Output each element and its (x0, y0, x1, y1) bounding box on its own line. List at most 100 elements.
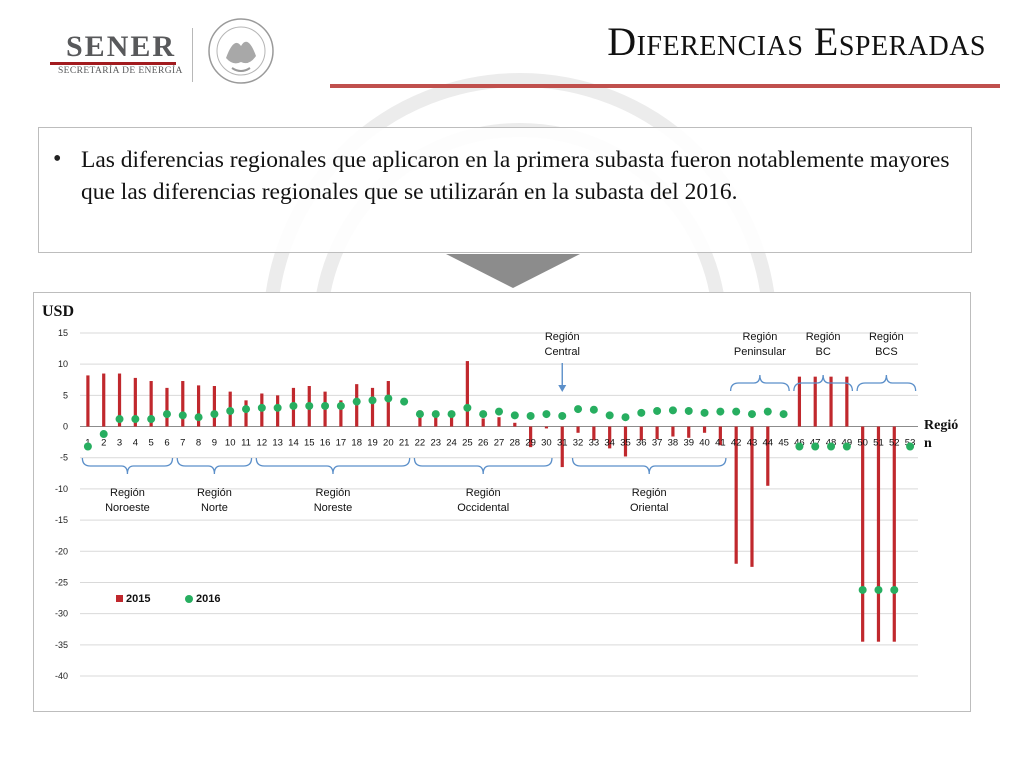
bar-2015 (861, 426, 865, 642)
point-2016 (700, 408, 709, 417)
point-2016 (589, 405, 598, 414)
point-2016 (890, 585, 899, 594)
bar-2015 (797, 376, 802, 427)
title-rule (330, 84, 1000, 88)
region-brace (856, 374, 917, 392)
x-tick-label: 12 (257, 438, 268, 449)
bullet-marker: • (53, 146, 62, 172)
point-2016 (99, 430, 108, 439)
bar-2015 (86, 375, 90, 427)
x-tick-label: 29 (525, 438, 536, 449)
x-axis-label: Región (924, 418, 959, 451)
x-tick-label: 7 (180, 438, 185, 449)
x-tick-label: 35 (620, 438, 631, 449)
bar-2015 (544, 426, 549, 429)
chevron-down-icon (446, 254, 580, 288)
region-label: Región (806, 331, 841, 343)
bar-2015 (766, 426, 770, 486)
point-2016 (479, 410, 488, 419)
y-tick-label: -35 (55, 640, 68, 650)
region-label: Occidental (457, 502, 509, 514)
bar-2015 (592, 426, 596, 441)
x-tick-label: 9 (212, 438, 217, 449)
point-2016 (495, 407, 503, 416)
page-title: Diferencias Esperadas (607, 19, 986, 64)
bar-2015 (892, 426, 896, 642)
bar-2015 (750, 426, 754, 567)
bar-2015 (687, 426, 691, 438)
point-2016 (147, 415, 156, 424)
bar-2015 (102, 373, 106, 427)
region-label: Región (632, 487, 667, 499)
x-tick-label: 34 (604, 438, 615, 449)
region-brace (793, 374, 854, 392)
x-tick-label: 22 (415, 438, 426, 449)
region-brace (81, 457, 174, 475)
x-tick-label: 16 (320, 438, 331, 449)
bar-2015 (576, 426, 580, 433)
region-label: Oriental (630, 502, 669, 514)
x-tick-label: 25 (462, 438, 473, 449)
logo-divider (192, 28, 193, 82)
x-tick-label: 4 (133, 438, 138, 449)
x-tick-label: 37 (652, 438, 663, 449)
point-2016 (463, 403, 472, 412)
point-2016 (668, 406, 677, 415)
point-2016 (194, 413, 203, 422)
x-tick-label: 20 (383, 438, 394, 449)
region-label: Central (545, 346, 580, 358)
bar-2015 (608, 426, 612, 449)
point-2016 (273, 403, 282, 412)
point-2016 (795, 442, 804, 451)
bar-2015 (623, 426, 628, 457)
chart-canvas: 151050-5-10-15-20-25-30-35-4012345678910… (55, 328, 918, 681)
region-label: BCS (875, 346, 898, 358)
bar-2015 (734, 426, 738, 564)
region-brace (176, 457, 253, 475)
point-2016 (874, 585, 883, 594)
x-tick-label: 23 (430, 438, 441, 449)
bar-2015 (149, 381, 153, 427)
region-label: Región (742, 331, 777, 343)
x-tick-label: 8 (196, 438, 201, 449)
point-2016 (257, 403, 266, 412)
logo-underline (50, 62, 176, 65)
region-label: Norte (201, 502, 228, 514)
region-brace (571, 457, 727, 475)
x-tick-label: 40 (699, 438, 710, 449)
sener-logo: SENER (66, 30, 177, 63)
point-2016 (842, 442, 851, 451)
bar-2015 (876, 426, 881, 642)
bar-2015 (465, 361, 469, 427)
bar-2015 (212, 386, 216, 427)
bar-2015 (845, 376, 849, 427)
y-tick-label: 0 (63, 422, 68, 432)
point-2016 (447, 410, 456, 419)
bullet-text: Las diferencias regionales que aplicaron… (81, 147, 950, 205)
x-tick-label: 26 (478, 438, 489, 449)
bar-2015 (513, 422, 517, 427)
y-tick-label: 15 (58, 328, 68, 338)
y-axis-label: USD (42, 303, 75, 320)
x-tick-label: 17 (336, 438, 347, 449)
x-tick-label: 30 (541, 438, 552, 449)
x-tick-label: 33 (589, 438, 600, 449)
bar-2015 (481, 418, 485, 427)
region-brace (729, 374, 790, 392)
x-tick-label: 27 (494, 438, 505, 449)
x-tick-label: 15 (304, 438, 315, 449)
point-2016 (289, 401, 298, 410)
y-tick-label: 10 (58, 359, 68, 369)
bar-2015 (639, 426, 643, 441)
bar-2015 (165, 387, 169, 427)
x-tick-label: 44 (763, 438, 774, 449)
region-brace (413, 457, 553, 475)
bar-2015 (529, 426, 533, 448)
bar-2015 (655, 426, 659, 440)
point-2016 (368, 396, 377, 405)
region-label: Región (545, 331, 580, 343)
point-2016 (431, 410, 440, 419)
x-tick-label: 19 (367, 438, 378, 449)
y-tick-label: -40 (55, 671, 68, 681)
x-tick-label: 51 (873, 438, 884, 449)
